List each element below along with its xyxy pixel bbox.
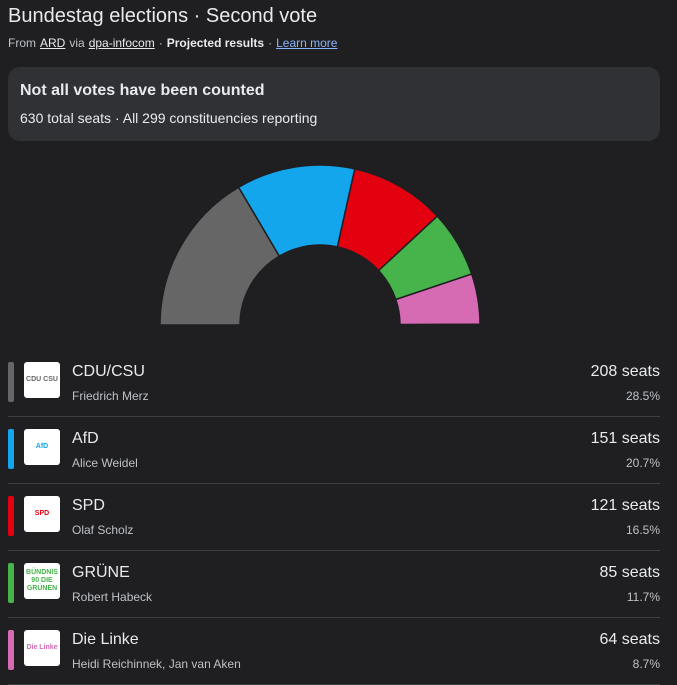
notice-title: Not all votes have been counted <box>20 82 265 99</box>
party-name: AfD <box>72 430 99 447</box>
party-logo: BÜNDNIS 90 DIE GRÜNEN <box>24 563 60 599</box>
party-leader: Alice Weidel <box>72 456 138 470</box>
party-color <box>8 630 14 670</box>
row-divider <box>8 550 660 551</box>
party-leader: Robert Habeck <box>72 590 153 604</box>
notice-card: Not all votes have been counted 630 tota… <box>8 67 660 141</box>
row-divider <box>8 483 660 484</box>
text: From <box>8 36 36 50</box>
row-divider <box>8 416 660 417</box>
party-logo: CDU CSU <box>24 362 60 398</box>
party-leader: Friedrich Merz <box>72 389 149 403</box>
seat-chart <box>159 164 481 326</box>
seat-segment <box>399 323 481 326</box>
separator: · <box>158 36 163 50</box>
vote-share: 8.7% <box>632 657 660 671</box>
party-leader: Olaf Scholz <box>72 523 134 537</box>
party-name: SPD <box>72 497 105 514</box>
party-row: BÜNDNIS 90 DIE GRÜNEN GRÜNE Robert Habeck 8… <box>8 551 660 618</box>
party-color <box>8 496 14 536</box>
party-leader: Heidi Reichinnek, Jan van Aken <box>72 657 241 671</box>
source-link[interactable]: dpa-infocom <box>88 36 155 50</box>
party-name: Die Linke <box>72 631 139 648</box>
row-divider <box>8 617 660 618</box>
vote-share: 11.7% <box>626 590 660 604</box>
vote-share: 16.5% <box>625 523 660 537</box>
status: Projected results <box>166 36 265 50</box>
party-logo: AfD <box>24 429 60 465</box>
page-title: Bundestag elections · Second vote <box>8 5 318 27</box>
party-row: SPD SPD Olaf Scholz 121 seats 16.5% <box>8 484 660 551</box>
party-logo: SPD <box>24 496 60 532</box>
party-color <box>8 429 14 469</box>
party-color <box>8 362 14 402</box>
party-name: GRÜNE <box>72 564 130 581</box>
seat-count: 85 seats <box>599 564 660 581</box>
notice-detail: 630 total seats · All 299 constituencies… <box>20 110 318 126</box>
seat-count: 64 seats <box>599 631 660 648</box>
seat-count: 151 seats <box>590 430 660 447</box>
learn-more-link[interactable]: Learn more <box>276 36 338 50</box>
party-row: Die Linke Die Linke Heidi Reichinnek, Jan … <box>8 618 660 685</box>
party-color <box>8 563 14 603</box>
text: via <box>69 36 85 50</box>
source-link[interactable]: ARD <box>40 36 66 50</box>
party-row: AfD AfD Alice Weidel 151 seats 20.7% <box>8 417 660 484</box>
seat-count: 208 seats <box>590 363 660 380</box>
separator: · <box>268 36 273 50</box>
party-logo: Die Linke <box>24 630 60 666</box>
source-line: From ARD via dpa-infocom · Projected results ·… <box>8 36 341 50</box>
vote-share: 28.5% <box>625 389 660 403</box>
party-name: CDU/CSU <box>72 363 145 380</box>
seat-count: 121 seats <box>590 497 660 514</box>
party-row: CDU CSU CDU/CSU Friedrich Merz 208 seats 28.… <box>8 350 660 417</box>
vote-share: 20.7% <box>625 456 660 470</box>
